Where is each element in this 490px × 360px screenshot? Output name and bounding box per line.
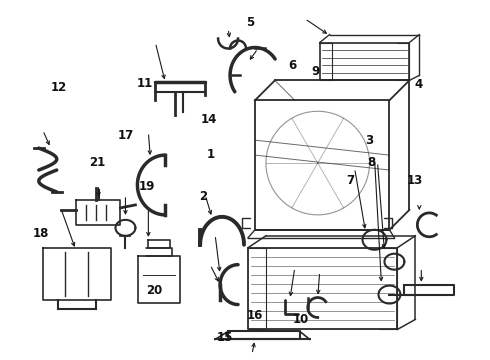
Text: 20: 20 — [147, 284, 163, 297]
Text: 13: 13 — [407, 174, 423, 187]
Text: 10: 10 — [293, 313, 309, 327]
Text: 15: 15 — [216, 331, 233, 344]
Text: 11: 11 — [137, 77, 153, 90]
Text: 16: 16 — [246, 309, 263, 322]
Text: 21: 21 — [90, 156, 106, 169]
Text: 18: 18 — [33, 226, 49, 239]
Text: 14: 14 — [200, 113, 217, 126]
Text: 19: 19 — [138, 180, 154, 193]
Text: 8: 8 — [367, 156, 375, 168]
Text: 17: 17 — [117, 129, 134, 142]
Text: 7: 7 — [346, 174, 354, 186]
Text: 4: 4 — [414, 78, 422, 91]
Text: 9: 9 — [312, 65, 320, 78]
Text: 3: 3 — [366, 134, 373, 147]
Text: 5: 5 — [246, 17, 254, 30]
Text: 6: 6 — [289, 59, 297, 72]
Text: 2: 2 — [199, 190, 208, 203]
Text: 1: 1 — [207, 148, 215, 161]
Text: 12: 12 — [50, 81, 67, 94]
